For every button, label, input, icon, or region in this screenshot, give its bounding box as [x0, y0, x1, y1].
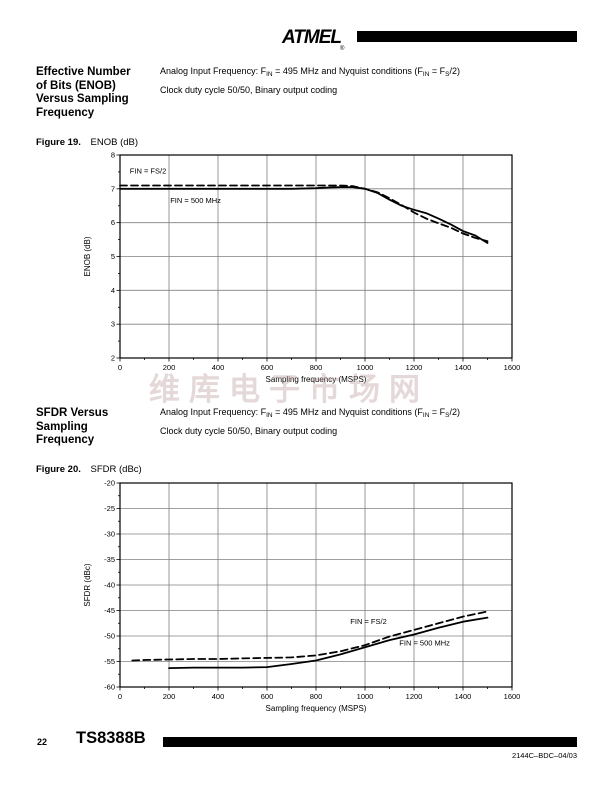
x-axis-title: Sampling frequency (MSPS) [266, 375, 367, 384]
x-tick-label: 400 [212, 692, 225, 701]
x-tick-label: 800 [310, 363, 323, 372]
x-tick-label: 1600 [504, 692, 521, 701]
enob-vs-sampling-frequency-chart: 0 200 400 600 800 1000 1200 1400 1600 2 3 4 5 6 7 8 FIN … [83, 151, 521, 385]
x-axis-title: Sampling frequency (MSPS) [266, 704, 367, 713]
figure20-caption: Figure 20. SFDR (dBc) [36, 464, 142, 475]
x-tick-label: 1400 [455, 692, 472, 701]
y-tick-label: 6 [111, 218, 115, 227]
heading-line: Frequency [36, 434, 95, 446]
section2-conditions-line1: Analog Input Frequency: FIN = 495 MHz an… [160, 407, 460, 419]
y-tick-label: 8 [111, 151, 115, 160]
subscript: IN [422, 71, 430, 78]
y-tick-label: -40 [104, 581, 115, 590]
y-axis-title: ENOB (dB) [83, 236, 92, 276]
conditions-text: = 495 MHz and Nyquist conditions (F [272, 407, 423, 417]
heading-line: Effective Number [36, 66, 131, 78]
y-tick-label: -45 [104, 606, 115, 615]
figure19-caption: Figure 19. ENOB (dB) [36, 137, 138, 148]
section-heading-sfdr: SFDR Versus Sampling Frequency [36, 407, 164, 448]
atmel-logo-graphic: ATMEL ® [281, 27, 345, 52]
subscript: IN [422, 412, 430, 419]
x-tick-label: 1600 [504, 363, 521, 372]
figure20-label: Figure 20. [36, 464, 81, 475]
x-tick-label: 1000 [357, 363, 374, 372]
product-name: TS8388B [76, 729, 146, 747]
x-tick-label: 200 [163, 692, 176, 701]
section1-conditions-line2: Clock duty cycle 50/50, Binary output co… [160, 85, 338, 95]
y-axis-title: SFDR (dBc) [83, 563, 92, 606]
sfdr-vs-sampling-frequency-chart: 0 200 400 600 800 1000 1200 1400 1600 -60 -55 -50 -4… [83, 479, 521, 714]
document-reference: 2144C–BDC–04/03 [511, 751, 577, 760]
conditions-text: = F [429, 407, 446, 417]
subscript: IN [266, 412, 273, 419]
section1-conditions-line1: Analog Input Frequency: FIN = 495 MHz an… [160, 66, 460, 78]
atmel-logo-text: ATMEL [281, 27, 341, 48]
watermark-text: 维库电子市场网 [149, 372, 429, 407]
heading-line: Versus Sampling [36, 93, 129, 105]
heading-line: Sampling [36, 420, 88, 433]
heading-line: Frequency [36, 106, 95, 119]
subscript: S [445, 412, 450, 419]
series-annotation: FIN = 500 MHz [399, 639, 450, 648]
conditions-text: Analog Input Frequency: F [160, 66, 267, 76]
series-annotation: FIN = 500 MHz [170, 196, 221, 205]
heading-line: SFDR Versus [36, 407, 109, 419]
x-tick-label: 600 [261, 692, 274, 701]
section2-conditions-line2: Clock duty cycle 50/50, Binary output co… [160, 426, 338, 436]
page-number: 22 [37, 737, 48, 747]
conditions-text: Analog Input Frequency: F [160, 407, 267, 417]
x-tick-label: 600 [261, 363, 274, 372]
y-tick-label: 3 [111, 320, 115, 329]
conditions-text: = F [429, 66, 446, 76]
figure19-label: Figure 19. [36, 137, 81, 148]
y-tick-label: 2 [111, 354, 115, 363]
x-tick-label: 400 [212, 363, 225, 372]
figure20-title: SFDR (dBc) [90, 464, 142, 475]
series-annotation: FIN = FS/2 [350, 617, 386, 626]
x-tick-label: 0 [118, 692, 122, 701]
series-fin-fs-2 [131, 610, 489, 662]
y-tick-label: 7 [111, 184, 115, 193]
section-heading-enob: Effective Number of Bits (ENOB) Versus S… [36, 66, 164, 120]
subscript: IN [266, 71, 273, 78]
subscript: S [445, 71, 450, 78]
series-annotation: FIN = FS/2 [130, 167, 166, 176]
x-tick-label: 1400 [455, 363, 472, 372]
conditions-text: = 495 MHz and Nyquist conditions (F [272, 66, 423, 76]
x-tick-label: 200 [163, 363, 176, 372]
series-fin-500-mhz [168, 616, 489, 670]
atmel-logo: ATMEL ® [281, 21, 347, 52]
y-tick-label: -60 [104, 683, 115, 692]
series-fin-500-mhz [119, 186, 489, 244]
x-tick-label: 0 [118, 363, 122, 372]
conditions-text: /2) [449, 407, 461, 417]
y-tick-label: -25 [104, 504, 115, 513]
y-tick-label: 4 [111, 286, 115, 295]
y-tick-label: -55 [104, 657, 115, 666]
x-tick-label: 1200 [406, 363, 423, 372]
x-tick-label: 800 [310, 692, 323, 701]
conditions-text: /2) [449, 66, 461, 76]
footer-rule [163, 737, 577, 747]
y-tick-label: -20 [104, 479, 115, 488]
y-tick-label: -50 [104, 632, 115, 641]
series-fin-fs-2 [119, 184, 489, 243]
y-tick-label: 5 [111, 252, 115, 261]
x-tick-label: 1000 [357, 692, 374, 701]
x-tick-label: 1200 [406, 692, 423, 701]
y-tick-label: -30 [104, 530, 115, 539]
y-tick-label: -35 [104, 555, 115, 564]
registered-mark-icon: ® [340, 45, 345, 51]
heading-line: of Bits (ENOB) [36, 79, 116, 92]
header-rule [357, 31, 577, 42]
figure19-title: ENOB (dB) [90, 137, 139, 148]
